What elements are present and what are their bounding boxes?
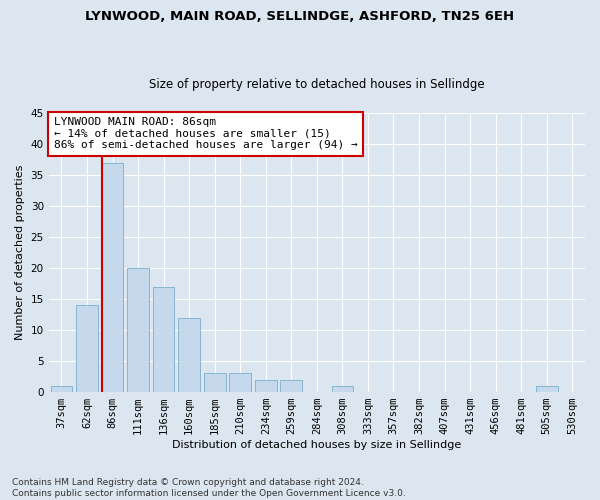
Bar: [153, 286, 175, 392]
Bar: [204, 374, 226, 392]
Bar: [76, 306, 98, 392]
Bar: [178, 318, 200, 392]
Text: Contains HM Land Registry data © Crown copyright and database right 2024.
Contai: Contains HM Land Registry data © Crown c…: [12, 478, 406, 498]
Bar: [332, 386, 353, 392]
Bar: [50, 386, 72, 392]
Bar: [229, 374, 251, 392]
Y-axis label: Number of detached properties: Number of detached properties: [15, 165, 25, 340]
Bar: [280, 380, 302, 392]
Bar: [255, 380, 277, 392]
Bar: [127, 268, 149, 392]
Text: LYNWOOD MAIN ROAD: 86sqm
← 14% of detached houses are smaller (15)
86% of semi-d: LYNWOOD MAIN ROAD: 86sqm ← 14% of detach…: [54, 117, 358, 150]
Title: Size of property relative to detached houses in Sellindge: Size of property relative to detached ho…: [149, 78, 485, 91]
X-axis label: Distribution of detached houses by size in Sellindge: Distribution of detached houses by size …: [172, 440, 461, 450]
Bar: [101, 162, 124, 392]
Bar: [536, 386, 557, 392]
Text: LYNWOOD, MAIN ROAD, SELLINDGE, ASHFORD, TN25 6EH: LYNWOOD, MAIN ROAD, SELLINDGE, ASHFORD, …: [85, 10, 515, 23]
